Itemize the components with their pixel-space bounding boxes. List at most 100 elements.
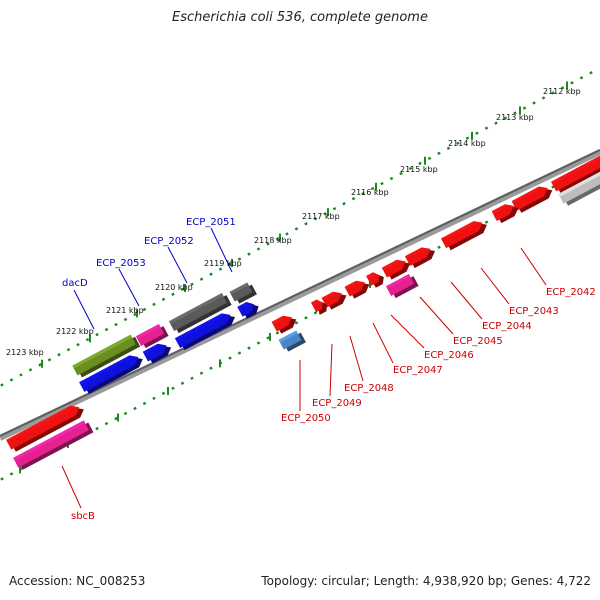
scale-tick-label: 2113 kbp <box>496 113 534 122</box>
leader-line-top <box>167 246 188 284</box>
gene-label-bottom: ECP_2050 <box>281 413 331 424</box>
gene-ecp-2049 <box>321 291 347 310</box>
top-scale-minor-tick <box>28 368 33 372</box>
top-scale-minor-tick <box>256 247 261 251</box>
top-scale-minor-tick <box>9 378 14 382</box>
bottom-scale-minor-tick <box>199 371 204 375</box>
top-scale-minor-tick <box>0 383 4 387</box>
backbone-line <box>0 149 600 441</box>
scale-tick-label: 2116 kbp <box>351 188 389 197</box>
gene-ecp-2050 <box>271 315 297 334</box>
bottom-scale-minor-tick <box>313 311 318 315</box>
top-scale-minor-tick <box>142 307 147 312</box>
top-scale-minor-tick <box>247 252 251 256</box>
leader-line-top <box>118 268 140 307</box>
bottom-scale-minor-tick <box>114 416 118 421</box>
bottom-scale-minor-tick <box>104 421 109 426</box>
bottom-scale-minor-tick <box>95 426 99 431</box>
top-scale-minor-tick <box>427 156 432 161</box>
genome-backbone <box>0 149 600 441</box>
gene-label-bottom: ECP_2042 <box>546 287 596 298</box>
top-scale-minor-tick <box>38 363 42 367</box>
gene-blue-ecp-2053 <box>142 343 172 364</box>
scale-tick-label: 2119 kbp <box>204 259 242 268</box>
top-scale-minor-tick <box>437 151 441 156</box>
top-scale-minor-tick <box>323 212 327 216</box>
top-scale-minor-tick <box>114 322 118 327</box>
scale-tick-line-top <box>0 71 593 387</box>
leader-line-bottom <box>390 314 425 349</box>
bottom-scale-minor-tick <box>123 411 128 416</box>
bottom-scale-minor-tick <box>294 321 299 325</box>
gene-blue-dacD <box>79 355 143 395</box>
gene-label-top: ECP_2052 <box>144 236 194 247</box>
leader-line-bottom <box>450 281 483 320</box>
top-scale-minor-tick <box>484 126 489 130</box>
top-scale-minor-tick <box>19 373 23 377</box>
top-scale-minor-tick <box>503 116 508 120</box>
top-scale-minor-tick <box>190 282 194 286</box>
gene-label-bottom: ECP_2045 <box>453 336 503 347</box>
bottom-scale-minor-tick <box>180 381 185 385</box>
gene-label-top: ECP_2053 <box>96 258 146 269</box>
bottom-scale-minor-tick <box>304 316 308 320</box>
top-scale-minor-tick <box>570 81 574 85</box>
leader-line-bottom <box>419 296 454 335</box>
gene-dacD-olive <box>72 334 141 378</box>
top-scale-minor-tick <box>294 227 299 231</box>
gene-label-bottom: ECP_2049 <box>312 398 362 409</box>
gene-ecp-2053 <box>135 324 169 349</box>
leader-line-bottom <box>520 247 547 286</box>
gene-label-top: dacD <box>62 278 88 289</box>
top-scale-minor-tick <box>465 136 470 140</box>
gene-ecp-2051 <box>229 282 257 304</box>
scale-tick-label: 2114 kbp <box>448 139 486 148</box>
top-scale-minor-tick <box>275 237 280 241</box>
leader-line-bottom <box>372 322 394 364</box>
scale-tick-label: 2117 kbp <box>302 212 340 221</box>
top-scale-minor-tick <box>579 76 584 80</box>
gene-ecp-2042 <box>551 155 600 194</box>
bottom-scale-minor-tick <box>190 376 194 380</box>
gene-label-bottom: ECP_2048 <box>344 383 394 394</box>
gene-sbcB-red <box>6 405 84 452</box>
top-scale-minor-tick <box>133 312 137 317</box>
leader-line-bottom <box>480 267 510 305</box>
top-scale-minor-tick <box>266 242 270 246</box>
gene-label-bottom: ECP_2044 <box>482 321 532 332</box>
top-scale-minor-tick <box>218 267 223 271</box>
scale-tick-label: 2120 kbp <box>155 283 193 292</box>
bottom-scale-minor-tick <box>0 477 4 481</box>
top-scale-minor-tick <box>76 342 80 347</box>
backbone-line-highlight <box>0 149 600 437</box>
top-scale-minor-tick <box>370 186 375 191</box>
bottom-scale-minor-tick <box>161 391 166 396</box>
bottom-scale-minor-tick <box>266 336 270 340</box>
top-scale-minor-tick <box>513 111 517 115</box>
top-scale-minor-tick <box>123 317 128 322</box>
gene-sbcB-pink <box>13 420 94 470</box>
bottom-scale-minor-tick <box>275 331 280 335</box>
gene-label-bottom: sbcB <box>71 511 95 522</box>
bottom-scale-minor-tick <box>133 406 137 411</box>
scale-tick-label: 2123 kbp <box>6 348 44 357</box>
gene-ecp-2049b <box>311 299 327 315</box>
top-scale-minor-tick <box>342 202 346 206</box>
top-scale-minor-tick <box>380 181 384 186</box>
top-scale-minor-tick <box>475 131 479 135</box>
bottom-scale-minor-tick <box>228 356 232 360</box>
top-scale-minor-tick <box>389 176 394 181</box>
leader-line-top <box>210 227 233 273</box>
leader-line-bottom <box>349 335 364 382</box>
bottom-scale-minor-tick <box>256 341 261 345</box>
leader-line-bottom <box>61 465 82 509</box>
gene-label-top: ECP_2051 <box>186 217 236 228</box>
bottom-scale-minor-tick <box>171 386 175 390</box>
gene-ecp-2043 <box>511 186 553 213</box>
gene-ecp-2045 <box>440 221 487 251</box>
gene-label-bottom: ECP_2043 <box>509 306 559 317</box>
top-scale-minor-tick <box>313 217 318 221</box>
top-scale-minor-tick <box>209 272 213 276</box>
top-scale-minor-tick <box>494 121 498 125</box>
top-scale-minor-tick <box>104 327 109 332</box>
